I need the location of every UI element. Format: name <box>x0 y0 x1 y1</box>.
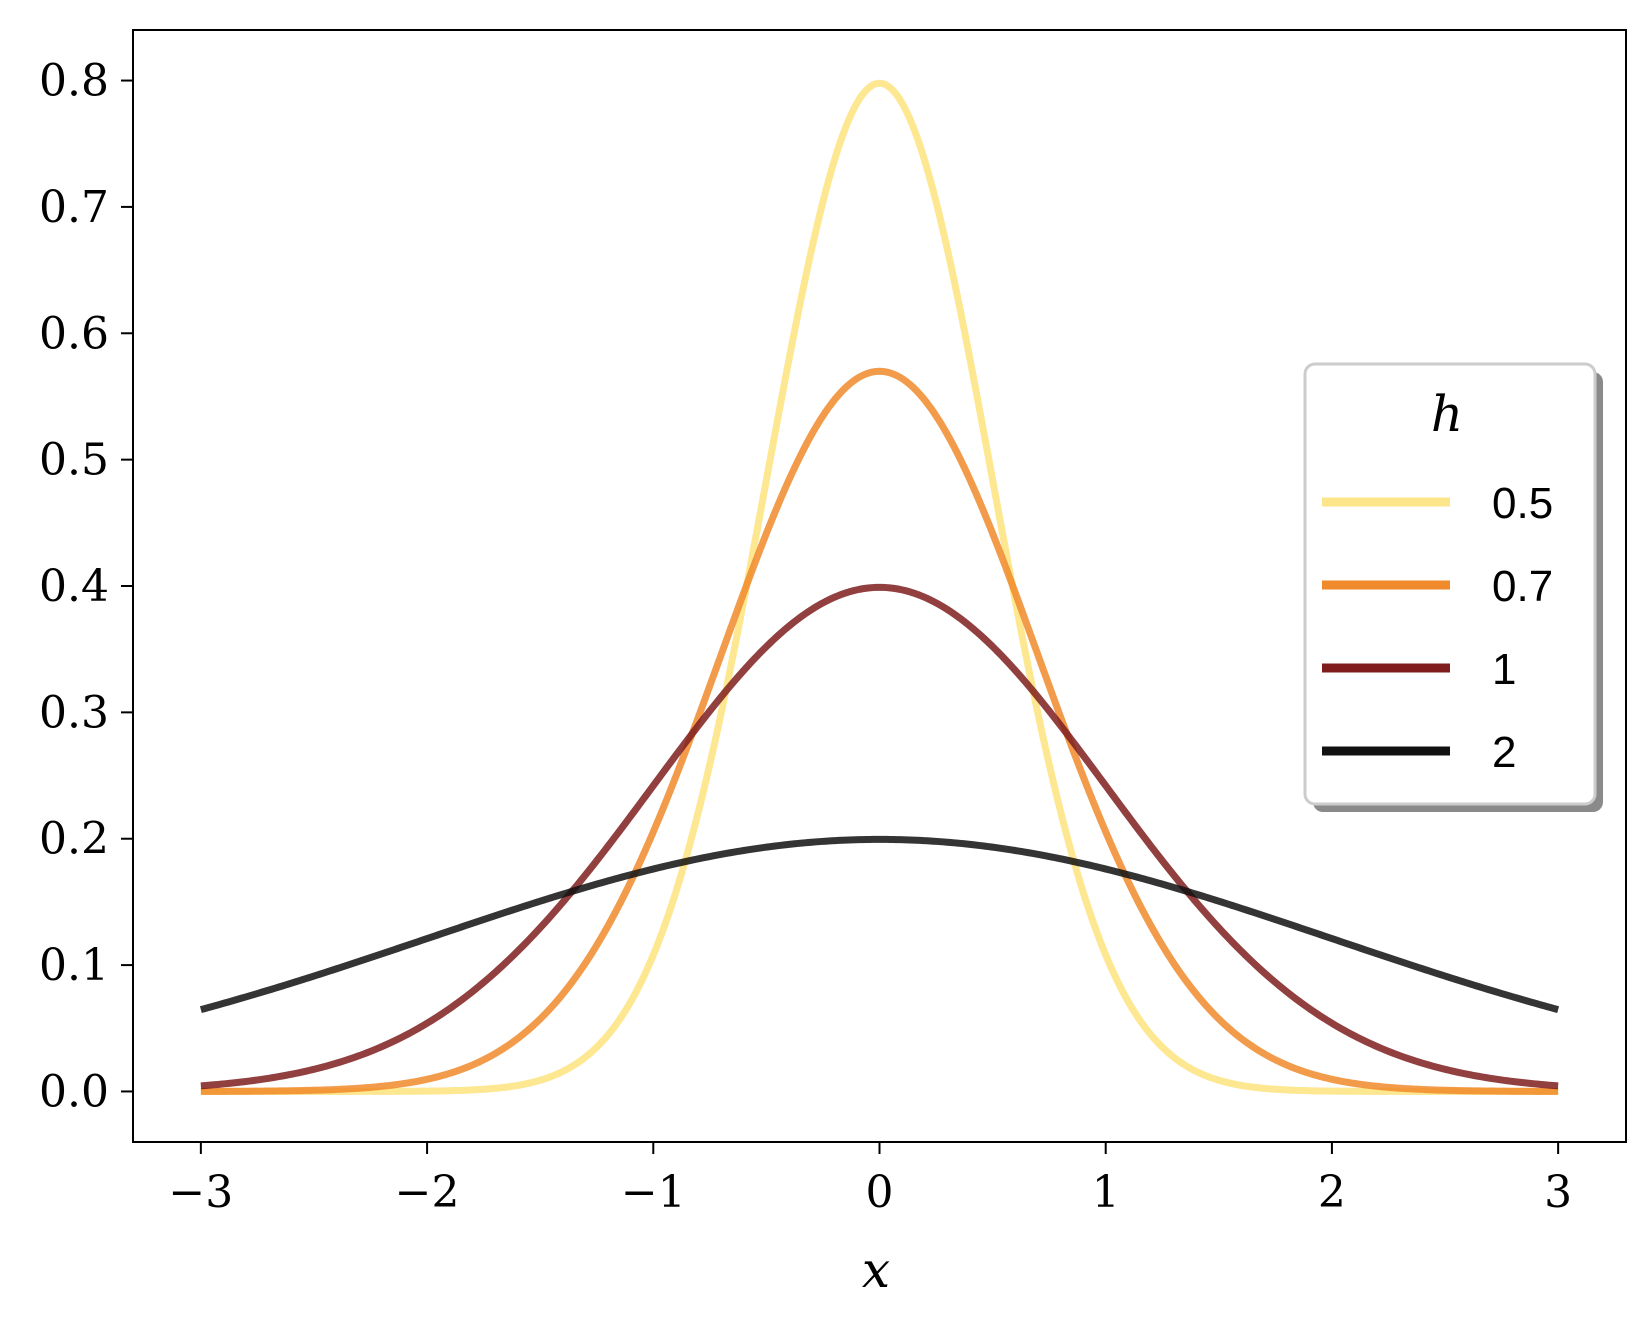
series-line-1 <box>200 583 1559 1090</box>
y-tick-label: 0.3 <box>39 687 109 738</box>
y-tick-label: 0.0 <box>39 1066 109 1117</box>
y-tick-label: 0.1 <box>39 940 109 991</box>
x-tick-label: 1 <box>1092 1167 1120 1218</box>
legend-entries: 0.5 0.7 1 2 <box>1322 479 1553 777</box>
y-tick-label: 0.8 <box>39 56 109 107</box>
x-tick-label: 2 <box>1318 1167 1346 1218</box>
legend-label: 2 <box>1492 728 1516 777</box>
x-tick-label: 3 <box>1544 1167 1572 1218</box>
legend-label: 0.5 <box>1492 479 1553 528</box>
y-tick-label: 0.5 <box>39 435 109 486</box>
x-tick-label: −2 <box>395 1167 460 1218</box>
y-tick-label: 0.4 <box>39 561 109 612</box>
x-tick-label: 0 <box>866 1167 894 1218</box>
series-line-0.7 <box>200 367 1559 1095</box>
series-line-2 <box>199 835 1560 1013</box>
x-axis: −3 −2 −1 0 1 2 3 <box>168 1142 1572 1218</box>
x-axis-label: x <box>862 1241 890 1299</box>
legend-label: 0.7 <box>1492 562 1553 611</box>
y-tick-label: 0.2 <box>39 814 109 865</box>
series-line-0.5 <box>200 79 1559 1095</box>
legend-title: h <box>1431 385 1463 443</box>
y-axis: 0.0 0.1 0.2 0.3 0.4 0.5 0.6 0.7 0.8 <box>39 56 133 1117</box>
y-tick-label: 0.7 <box>39 182 109 233</box>
y-tick-label: 0.6 <box>39 308 109 359</box>
x-tick-label: −3 <box>168 1167 233 1218</box>
legend: h 0.5 0.7 1 2 <box>1303 362 1603 812</box>
legend-label: 1 <box>1492 645 1516 694</box>
x-tick-label: −1 <box>621 1167 686 1218</box>
series-layer <box>199 79 1560 1095</box>
